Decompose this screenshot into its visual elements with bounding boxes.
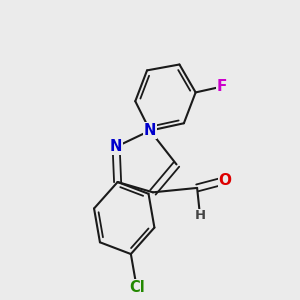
Text: Cl: Cl — [129, 280, 145, 295]
Text: N: N — [144, 123, 156, 138]
Text: F: F — [217, 79, 227, 94]
Text: H: H — [194, 209, 206, 222]
Text: N: N — [110, 139, 122, 154]
Text: O: O — [219, 173, 232, 188]
